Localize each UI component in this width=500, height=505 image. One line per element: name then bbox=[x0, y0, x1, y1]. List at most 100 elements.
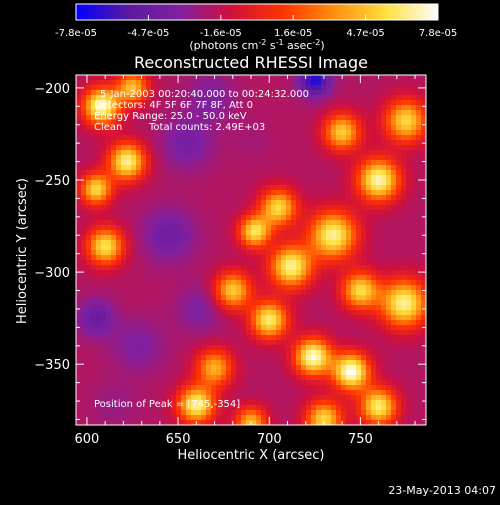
heatmap-cell bbox=[286, 110, 292, 116]
heatmap-cell bbox=[416, 325, 422, 331]
heatmap-cell bbox=[86, 85, 92, 91]
heatmap-cell bbox=[281, 380, 287, 386]
heatmap-cell bbox=[411, 105, 417, 111]
heatmap-cell bbox=[96, 375, 102, 381]
heatmap-cell bbox=[186, 200, 192, 206]
heatmap-cell bbox=[111, 160, 117, 166]
heatmap-cell bbox=[216, 75, 222, 81]
heatmap-cell bbox=[131, 195, 137, 201]
heatmap-cell bbox=[261, 345, 267, 351]
heatmap-cell bbox=[351, 140, 357, 146]
heatmap-cell bbox=[301, 120, 307, 126]
heatmap-cell bbox=[336, 360, 342, 366]
heatmap-cell bbox=[101, 285, 107, 291]
heatmap-cell bbox=[211, 255, 217, 261]
heatmap-cell bbox=[276, 405, 282, 411]
heatmap-cell bbox=[411, 165, 417, 171]
heatmap-cell bbox=[286, 380, 292, 386]
heatmap-cell bbox=[96, 380, 102, 386]
heatmap-cell bbox=[336, 135, 342, 141]
heatmap-cell bbox=[226, 215, 232, 221]
heatmap-cell bbox=[391, 115, 397, 121]
heatmap-cell bbox=[161, 315, 167, 321]
heatmap-cell bbox=[181, 215, 187, 221]
heatmap-cell bbox=[191, 265, 197, 271]
heatmap-cell bbox=[206, 370, 212, 376]
heatmap-cell bbox=[356, 170, 362, 176]
heatmap-cell bbox=[81, 390, 87, 396]
heatmap-cell bbox=[366, 300, 372, 306]
heatmap-cell bbox=[286, 115, 292, 121]
heatmap-cell bbox=[206, 305, 212, 311]
heatmap-cell bbox=[226, 310, 232, 316]
heatmap-cell bbox=[206, 255, 212, 261]
heatmap-cell bbox=[141, 185, 147, 191]
heatmap-cell bbox=[266, 185, 272, 191]
heatmap-cell bbox=[126, 185, 132, 191]
heatmap-cell bbox=[366, 180, 372, 186]
heatmap-cell bbox=[136, 310, 142, 316]
heatmap-cell bbox=[351, 360, 357, 366]
heatmap-cell bbox=[311, 105, 317, 111]
heatmap-cell bbox=[371, 260, 377, 266]
heatmap-cell bbox=[116, 165, 122, 171]
heatmap-cell bbox=[151, 345, 157, 351]
heatmap-cell bbox=[126, 175, 132, 181]
heatmap-cell bbox=[356, 260, 362, 266]
heatmap-cell bbox=[231, 170, 237, 176]
heatmap-cell bbox=[271, 365, 277, 371]
heatmap-cell bbox=[181, 310, 187, 316]
heatmap-cell bbox=[306, 240, 312, 246]
heatmap-cell bbox=[116, 135, 122, 141]
heatmap-cell bbox=[301, 415, 307, 421]
heatmap-cell bbox=[236, 260, 242, 266]
heatmap-cell bbox=[396, 200, 402, 206]
heatmap-cell bbox=[361, 370, 367, 376]
heatmap-cell bbox=[226, 295, 232, 301]
heatmap-cell bbox=[96, 260, 102, 266]
heatmap-cell bbox=[171, 410, 177, 416]
heatmap-cell bbox=[286, 310, 292, 316]
heatmap-cell bbox=[386, 275, 392, 281]
heatmap-cell bbox=[76, 405, 82, 411]
heatmap-cell bbox=[261, 365, 267, 371]
heatmap-cell bbox=[331, 400, 337, 406]
heatmap-cell bbox=[241, 235, 247, 241]
heatmap-cell bbox=[146, 175, 152, 181]
heatmap-cell bbox=[331, 75, 337, 81]
heatmap-cell bbox=[286, 130, 292, 136]
heatmap-cell bbox=[96, 180, 102, 186]
heatmap-cell bbox=[356, 410, 362, 416]
heatmap-cell bbox=[111, 250, 117, 256]
heatmap-cell bbox=[176, 80, 182, 86]
heatmap-cell bbox=[366, 320, 372, 326]
heatmap-cell bbox=[206, 325, 212, 331]
heatmap-cell bbox=[261, 280, 267, 286]
heatmap-cell bbox=[166, 305, 172, 311]
heatmap-cell bbox=[316, 340, 322, 346]
heatmap-cell bbox=[211, 370, 217, 376]
heatmap-cell bbox=[291, 260, 297, 266]
heatmap-cell bbox=[396, 240, 402, 246]
heatmap-cell bbox=[231, 300, 237, 306]
heatmap-cell bbox=[311, 405, 317, 411]
heatmap-cell bbox=[321, 170, 327, 176]
heatmap-cell bbox=[276, 240, 282, 246]
heatmap-cell bbox=[106, 210, 112, 216]
heatmap-cell bbox=[331, 370, 337, 376]
heatmap-cell bbox=[186, 310, 192, 316]
heatmap-cell bbox=[226, 245, 232, 251]
heatmap-cell bbox=[156, 80, 162, 86]
heatmap-cell bbox=[81, 170, 87, 176]
heatmap-cell bbox=[166, 250, 172, 256]
heatmap-cell bbox=[271, 110, 277, 116]
heatmap-cell bbox=[96, 340, 102, 346]
heatmap-cell bbox=[331, 90, 337, 96]
heatmap-cell bbox=[256, 140, 262, 146]
heatmap-cell bbox=[366, 255, 372, 261]
heatmap-cell bbox=[206, 150, 212, 156]
heatmap-cell bbox=[336, 175, 342, 181]
heatmap-cell bbox=[381, 105, 387, 111]
heatmap-cell bbox=[111, 415, 117, 421]
heatmap-cell bbox=[241, 340, 247, 346]
